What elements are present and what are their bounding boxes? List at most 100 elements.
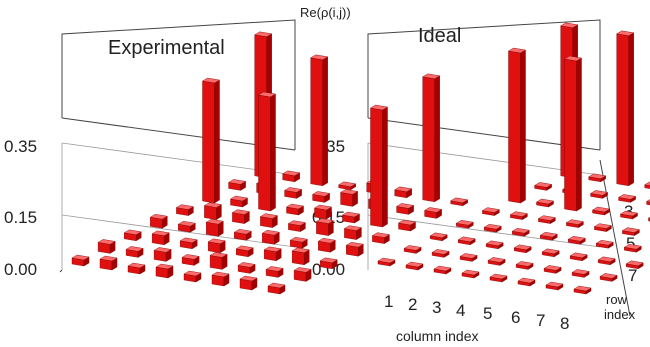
bar-ideal-r7-c7 (571, 269, 590, 278)
bar-exp-r4-c8 (371, 232, 390, 244)
row-axis-title: row index (604, 292, 636, 322)
bar-top (599, 273, 618, 279)
bar-top (181, 254, 200, 260)
bar-exp-r5-c6 (289, 236, 308, 249)
bar-top (291, 247, 310, 254)
bar-top (228, 179, 247, 185)
bar-top (403, 245, 422, 251)
bar-exp-r4-c1 (175, 204, 194, 216)
bar-exp-r5-c3 (205, 218, 224, 237)
bar-ideal-r6-c4 (513, 244, 532, 254)
bar-top (233, 228, 252, 235)
bar-ideal-r2-c1 (534, 182, 553, 191)
bar-top (343, 225, 362, 231)
bar-top (179, 237, 198, 244)
bar-top (429, 232, 448, 239)
bar-top (483, 223, 502, 230)
bar-exp-r2-c8 (424, 207, 443, 219)
bar-exp-r1-c2 (282, 170, 301, 183)
bar-top (261, 229, 280, 236)
bar-front (564, 58, 577, 212)
bar-top (431, 249, 450, 255)
bar-top (535, 198, 555, 205)
bar-exp-r6-c4 (207, 238, 226, 254)
bar-front (644, 184, 650, 189)
bar-ideal-r7-c8 (599, 273, 618, 282)
column-tick-7: 7 (536, 311, 545, 330)
bar-top (71, 254, 90, 261)
column-tick-1: 1 (384, 292, 393, 311)
bar-top (545, 281, 564, 288)
bar-ideal-r3-c1 (507, 47, 527, 204)
bar-exp-r1-c3 (310, 54, 329, 187)
bar-exp-r7-c2 (125, 246, 144, 258)
bar-front (292, 250, 305, 266)
bar-exp-r6-c5 (235, 245, 254, 258)
bar-top (317, 237, 336, 244)
bar-top (289, 236, 308, 243)
bar-top (489, 273, 508, 280)
bar-ideal-r7-c2 (431, 249, 450, 258)
bar-exp-r3-c5 (313, 204, 333, 220)
bar-top (534, 182, 553, 188)
bar-exp-r8-c3 (127, 262, 146, 275)
bar-exp-r6-c8 (319, 257, 338, 270)
bar-top (282, 170, 301, 177)
bar-ideal-r3-c4 (591, 206, 611, 216)
bar-top (433, 265, 452, 272)
bar-exp-r8-c8 (267, 282, 286, 295)
bar-top (405, 261, 424, 268)
bar-top (201, 77, 221, 84)
bar-ideal-r3-c3 (563, 55, 583, 212)
bar-ideal-r5-c7 (623, 243, 642, 253)
bar-exp-r6-c2 (151, 230, 170, 246)
bar-front (508, 50, 521, 204)
bar-exp-r4-c4 (259, 213, 278, 228)
bar-side (520, 49, 526, 204)
bar-exp-r7-c7 (265, 266, 284, 278)
bar-ideal-r6-c6 (569, 252, 588, 262)
bar-top (338, 181, 357, 188)
bar-ideal-r8-c2 (405, 261, 424, 271)
row-tick-7: 7 (628, 266, 637, 285)
bar-ideal-r6-c3 (485, 240, 504, 250)
bar-exp-r3-c4 (285, 203, 305, 216)
bar-top (509, 211, 528, 217)
chart-title: Re(ρ(i,j)) (300, 5, 351, 20)
bar-exp-r3-c8 (397, 219, 417, 232)
bar-front (258, 94, 271, 212)
bar-top (424, 207, 443, 213)
bar-ideal-r1-c4 (644, 181, 650, 189)
bar-top (394, 186, 413, 193)
bar-top (597, 256, 616, 263)
bar-top (616, 30, 635, 37)
bar-front (316, 221, 329, 236)
bar-top (125, 246, 144, 252)
bar-top (377, 257, 396, 264)
bar-exp-r1-c6 (394, 186, 413, 199)
bar-top (97, 239, 116, 245)
bar-ideal-r6-c8 (625, 260, 644, 270)
bar-exp-r7-c6 (237, 262, 256, 274)
bar-ideal-r1-c2 (588, 173, 607, 183)
bar-exp-r6-c3 (179, 237, 198, 250)
bar-top (237, 262, 256, 268)
bar-top (618, 194, 637, 200)
bar-exp-r4-c6 (315, 218, 334, 236)
bar-top (623, 243, 642, 250)
bar-ideal-r4-c4 (565, 219, 584, 228)
bar-ideal-r2-c3 (590, 190, 609, 199)
bar-exp-r1-c8 (450, 197, 469, 207)
bar-ideal-r4-c6 (621, 227, 640, 236)
bar-exp-r5-c5 (261, 229, 280, 245)
bar-top (183, 270, 202, 277)
bar-top (345, 241, 364, 248)
bar-top (287, 220, 306, 226)
bar-top (459, 253, 478, 259)
bar-top (397, 219, 417, 226)
bar-ideal-r8-c7 (545, 281, 564, 291)
bar-top (263, 246, 282, 253)
bar-exp-r4-c7 (343, 225, 362, 240)
bar-front (616, 33, 629, 187)
bar-ideal-r3-c5 (619, 210, 639, 220)
